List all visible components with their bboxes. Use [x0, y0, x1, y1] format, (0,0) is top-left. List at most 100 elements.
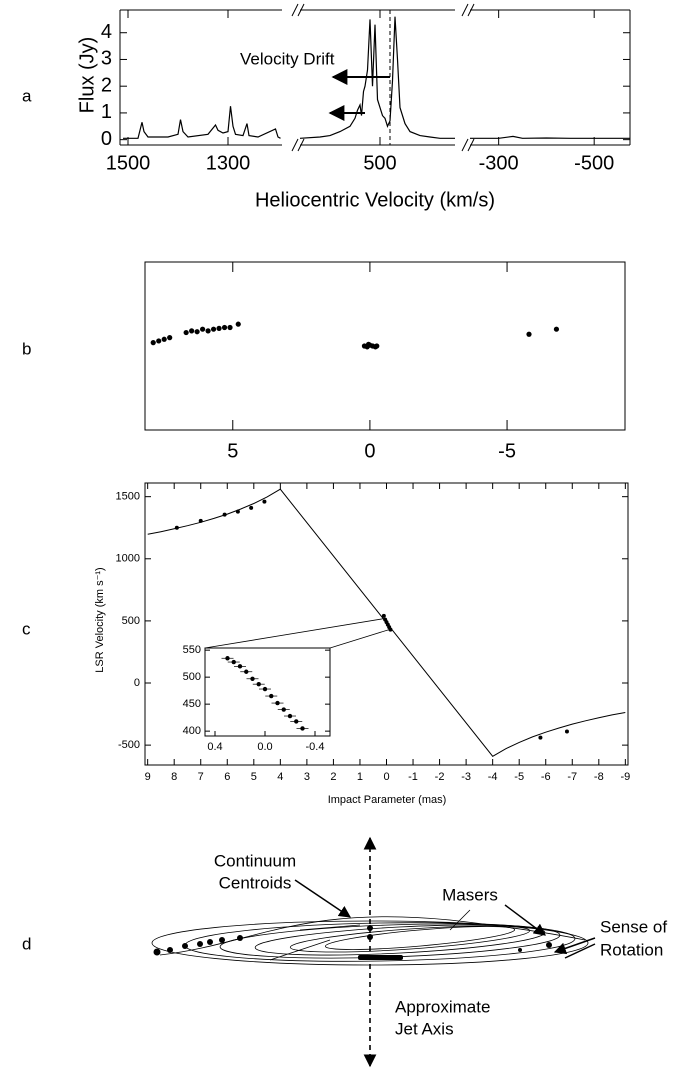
y-tick-label: 550: [183, 644, 201, 656]
x-tick-label: 2: [330, 771, 336, 783]
maser-point: [227, 324, 233, 331]
maser: [237, 935, 243, 941]
inset-point: [250, 676, 255, 681]
data-point: [198, 518, 203, 523]
x-tick-label: -5: [498, 440, 516, 462]
x-tick-label: -8: [594, 771, 604, 783]
annotation: Masers: [442, 885, 498, 904]
x-tick-label: -300: [479, 152, 519, 174]
maser-point: [221, 324, 228, 331]
inset-point: [300, 726, 305, 731]
y-tick-label: 1000: [116, 553, 140, 565]
x-tick-label: -7: [567, 771, 577, 783]
maser-point: [210, 326, 217, 332]
data-point: [249, 505, 254, 510]
x-tick-label: 8: [171, 771, 177, 783]
inset-point: [231, 659, 236, 665]
pointer-arrow: [553, 937, 596, 955]
pointer-arrow: [294, 879, 351, 918]
data-point: [222, 512, 227, 517]
annotation: Rotation: [600, 940, 663, 959]
maser-point: [526, 331, 532, 337]
axis-break: [291, 138, 299, 152]
x-tick-label: 0.4: [207, 741, 222, 753]
maser-point: [156, 338, 162, 344]
pointer-arrow: [564, 943, 596, 959]
inset-point: [294, 719, 299, 724]
maser: [167, 947, 173, 953]
data-point: [235, 509, 240, 514]
y-tick-label: 1: [101, 101, 112, 123]
x-tick-label: -1: [408, 771, 418, 783]
maser: [207, 939, 213, 945]
plot-frame: [144, 261, 626, 431]
annotation: Velocity Drift: [240, 49, 335, 68]
spectrum-line: [299, 16, 455, 139]
x-tick-label: 1500: [106, 152, 151, 174]
maser-cluster: [358, 955, 403, 960]
axis-break: [297, 138, 305, 152]
annotation: Jet Axis: [395, 1019, 454, 1038]
y-axis-label: LSR Velocity (km s⁻¹): [94, 567, 106, 672]
x-tick-label: 1300: [206, 152, 251, 174]
inset-point: [281, 707, 286, 712]
panel-label: c: [22, 619, 31, 638]
data-point: [388, 627, 393, 632]
axis-break: [467, 138, 475, 152]
maser: [153, 948, 161, 956]
annotation: Approximate: [395, 997, 490, 1016]
panel-label: a: [22, 86, 32, 105]
maser: [546, 942, 552, 948]
maser-point: [183, 329, 189, 336]
maser-point: [150, 340, 156, 346]
maser-point: [365, 341, 372, 347]
y-axis-label: Flux (Jy): [76, 37, 98, 114]
maser: [197, 941, 203, 947]
inset-point: [275, 700, 280, 706]
x-tick-label: 0.0: [257, 741, 272, 753]
maser-point: [235, 321, 241, 327]
x-tick-label: -0.4: [306, 741, 325, 753]
inset-point: [287, 713, 293, 719]
x-tick-label: 3: [304, 771, 310, 783]
maser: [182, 943, 188, 949]
maser: [367, 925, 373, 931]
inset-frame: [204, 647, 331, 737]
x-tick-label: -500: [574, 152, 614, 174]
data-point: [538, 735, 543, 740]
annotation: Sense of: [600, 917, 667, 936]
maser-point: [200, 326, 206, 332]
axis-break: [461, 138, 469, 152]
inset-point: [256, 681, 261, 687]
maser: [367, 934, 373, 940]
y-tick-label: 1500: [116, 491, 140, 503]
inset-point: [237, 664, 243, 669]
y-tick-label: 500: [122, 615, 140, 627]
y-tick-label: 2: [101, 74, 112, 96]
y-tick-label: 400: [183, 725, 201, 737]
pointer-arrow: [504, 904, 546, 936]
x-tick-label: 500: [363, 152, 396, 174]
maser-point: [189, 328, 195, 334]
disk-line: [269, 909, 471, 961]
disk-diagram: [151, 836, 596, 1068]
y-tick-label: 500: [183, 671, 201, 683]
inset-point: [225, 656, 230, 661]
inset-connector: [329, 629, 390, 649]
x-tick-label: 1: [357, 771, 363, 783]
x-tick-label: -4: [488, 771, 498, 783]
y-tick-label: 0: [101, 128, 112, 150]
x-axis-label: Heliocentric Velocity (km/s): [255, 189, 495, 211]
maser-point: [194, 329, 200, 335]
x-tick-label: -5: [514, 771, 524, 783]
spectrum-line: [470, 135, 630, 139]
x-axis-label: Impact Parameter (mas): [328, 794, 447, 806]
spectrum-line: [123, 106, 281, 139]
y-tick-label: -500: [118, 739, 140, 751]
inset-point: [262, 686, 268, 692]
y-tick-label: 0: [134, 677, 140, 689]
data-point: [174, 525, 179, 530]
x-tick-label: 6: [224, 771, 230, 783]
maser-point: [553, 326, 560, 332]
maser-point: [167, 335, 173, 341]
